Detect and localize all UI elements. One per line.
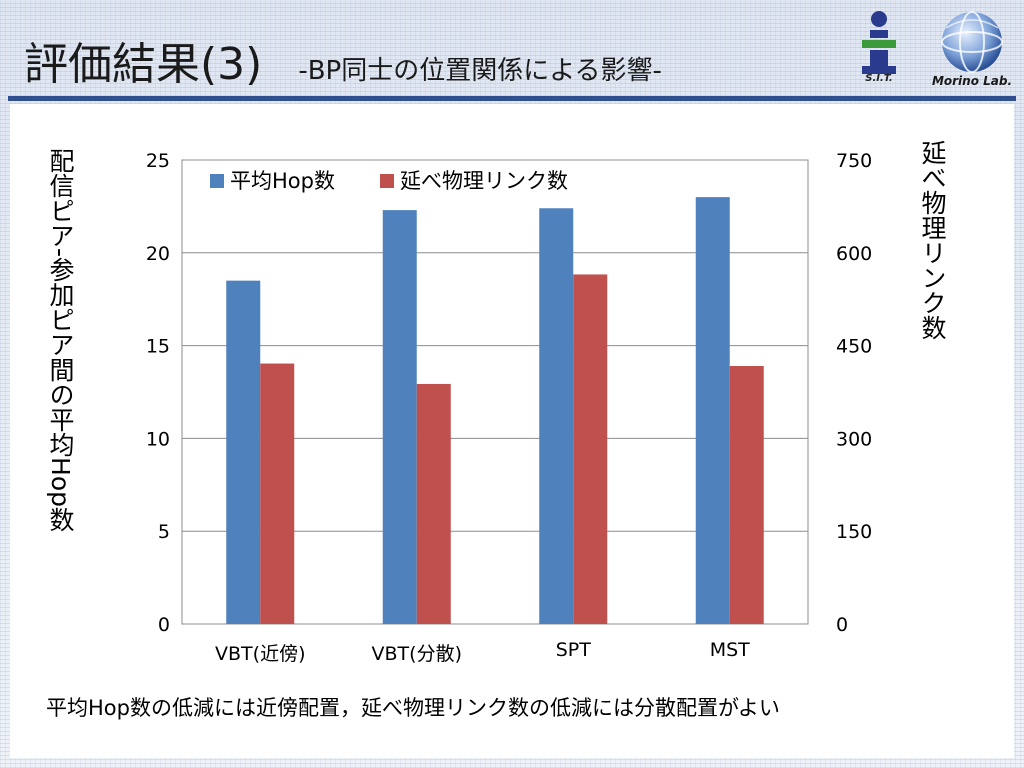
- sit-logo-icon: [862, 11, 896, 74]
- y-left-tick-label: 5: [158, 521, 170, 543]
- y-right-axis-label: 延べ物理リンク数: [918, 140, 947, 340]
- conclusion-text: 平均Hop数の低減には近傍配置，延べ物理リンク数の低減には分散配置がよい: [46, 696, 780, 720]
- bar-link: [260, 363, 295, 624]
- bar-link: [416, 383, 451, 624]
- y-left-tick-label: 0: [158, 614, 170, 636]
- legend-swatch-link: [380, 174, 394, 188]
- content-panel: 配信ピア-参加ピア間の平均Hop数 延べ物理リンク数 0 5 10 15 20 25 0 15…: [10, 104, 1014, 758]
- legend-label-hop: 平均Hop数: [230, 169, 335, 193]
- bar-hop: [226, 280, 261, 624]
- category-label: MST: [710, 639, 750, 661]
- title-main: 評価結果(3): [24, 39, 263, 90]
- y-right-tick-label: 150: [836, 521, 872, 543]
- y-right-tick-label: 0: [836, 614, 848, 636]
- y-left-tick-label: 15: [146, 336, 170, 358]
- y-right-tick-label: 750: [836, 150, 872, 172]
- bar-hop: [382, 210, 417, 624]
- legend-label-link: 延べ物理リンク数: [400, 169, 568, 193]
- bar-link: [729, 366, 764, 624]
- sit-logo-label: S.I.T.: [865, 73, 893, 84]
- morino-lab-label: Morino Lab.: [931, 74, 1013, 88]
- bar-hop: [539, 208, 574, 625]
- slide-header: 評価結果(3) -BP同士の位置関係による影響- S.I.T. Morino La…: [0, 0, 1024, 101]
- y-left-tick-label: 25: [146, 150, 170, 172]
- title-subtitle: -BP同士の位置関係による影響-: [298, 56, 662, 86]
- y-right-tick-label: 450: [836, 336, 872, 358]
- y-right-tick-label: 300: [836, 428, 872, 450]
- y-left-tick-label: 10: [146, 428, 170, 450]
- bar-link: [573, 274, 608, 624]
- slide-title: 評価結果(3) -BP同士の位置関係による影響-: [24, 28, 662, 92]
- bar-hop: [695, 197, 730, 624]
- header-rule: [8, 96, 1016, 101]
- category-label: VBT(近傍): [215, 643, 305, 665]
- y-right-tick-label: 600: [836, 243, 872, 265]
- y-left-axis-label: 配信ピア-参加ピア間の平均Hop数: [46, 148, 75, 532]
- bar-chart: 0 5 10 15 20 25 0 150 300 450 600 750 VBT(近傍) VBT(分散)…: [146, 150, 872, 665]
- globe-logo-icon: [941, 11, 1003, 73]
- category-label: VBT(分散): [372, 643, 462, 665]
- legend-swatch-hop: [210, 174, 224, 188]
- category-label: SPT: [556, 639, 592, 661]
- y-left-tick-label: 20: [146, 243, 170, 265]
